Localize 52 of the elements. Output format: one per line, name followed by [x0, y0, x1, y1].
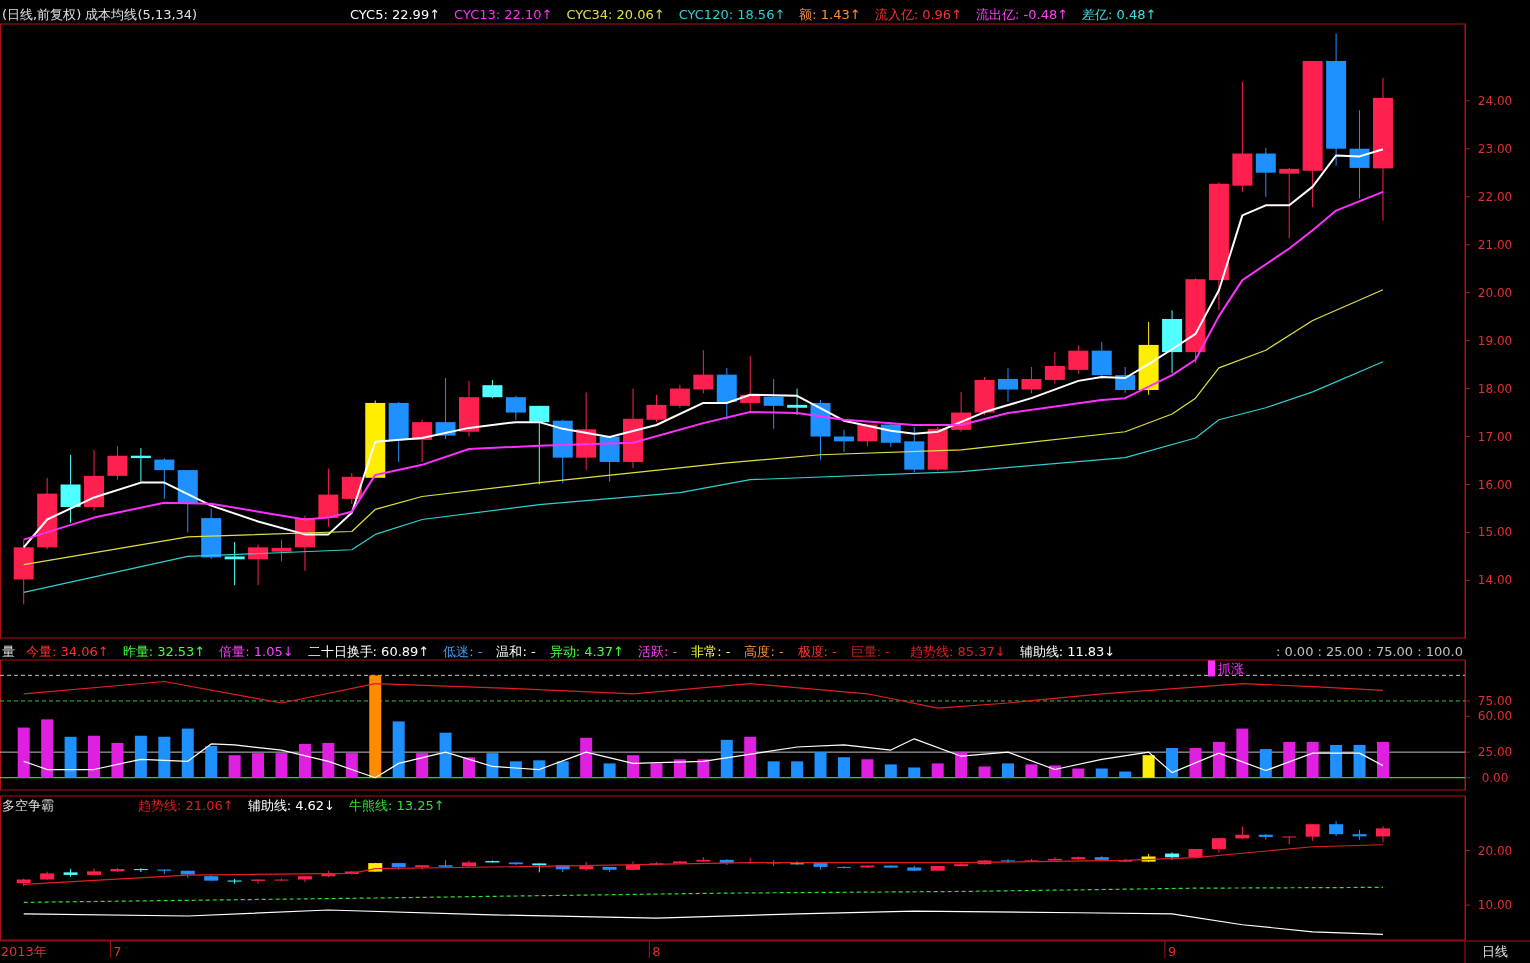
y-tick-label: 75.00 — [1477, 693, 1513, 708]
y-tick-label: 20.00 — [1477, 285, 1513, 300]
text: 温和: - — [496, 644, 536, 659]
text: 辅助线: 11.83↓ — [1019, 644, 1116, 659]
annotation: 抓涨 — [1218, 661, 1244, 677]
text: 低迷: - — [443, 644, 483, 659]
x-tick-label: 7 — [113, 944, 122, 959]
text: CYC34: 20.06↑ — [566, 7, 665, 22]
text: 巨量: - — [850, 644, 891, 659]
x-tick-label: 2013年 — [0, 944, 47, 959]
text: 牛熊线: 13.25↑ — [348, 798, 445, 813]
y-tick-label: 15.00 — [1477, 525, 1513, 540]
chart-title: (日线,前复权) 成本均线(5,13,34) — [2, 7, 198, 22]
chart-title: 多空争霸 — [2, 798, 54, 813]
text: 高度: - — [744, 644, 784, 659]
text: 今量: 34.06↑ — [26, 644, 109, 659]
y-tick-label: 10.00 — [1477, 898, 1513, 913]
text: 辅助线: 4.62↓ — [247, 798, 335, 813]
text: CYC13: 22.10↑ — [454, 7, 553, 22]
y-tick-label: 60.00 — [1477, 709, 1513, 724]
text: 昨量: 32.53↑ — [122, 644, 206, 659]
chart-title: 量 — [2, 644, 15, 659]
text: 额: 1.43↑ — [799, 7, 861, 22]
y-tick-label: 24.00 — [1477, 93, 1513, 108]
text: 流入亿: 0.96↑ — [874, 7, 963, 22]
text: 极度: - — [796, 644, 838, 659]
text: CYC5: 22.99↑ — [350, 7, 441, 22]
y-tick-label: 17.00 — [1477, 429, 1513, 444]
y-tick-label: 25.00 — [1477, 745, 1513, 760]
text: 流出亿: -0.48↑ — [976, 7, 1069, 22]
x-tick-label: 8 — [652, 944, 661, 959]
y-tick-label: 20.00 — [1477, 843, 1513, 858]
chart-subtitle: : 0.00 : 25.00 : 75.00 : 100.0 — [1275, 644, 1463, 659]
text: 异动: 4.37↑ — [549, 644, 624, 659]
text: 差亿: 0.48↑ — [1082, 7, 1157, 22]
y-tick-label: 18.00 — [1477, 381, 1513, 396]
y-tick-label: 14.00 — [1477, 573, 1513, 588]
text: 非常: - — [691, 644, 731, 659]
y-tick-label: 19.00 — [1477, 333, 1513, 348]
y-tick-label: 21.00 — [1477, 237, 1513, 252]
x-tick-label: 9 — [1167, 944, 1177, 959]
text: 日线 — [1482, 944, 1508, 959]
text: 活跃: - — [638, 644, 678, 659]
text: 二十日换手: 60.89↑ — [307, 644, 430, 659]
y-tick-label: 16.00 — [1477, 477, 1513, 492]
text: CYC120: 18.56↑ — [678, 7, 786, 22]
y-tick-label: 0.00 — [1481, 770, 1509, 785]
text: 倍量: 1.05↓ — [219, 644, 294, 659]
y-tick-label: 22.00 — [1477, 189, 1513, 204]
y-tick-label: 23.00 — [1477, 141, 1513, 156]
text: 趋势线: 21.06↑ — [138, 798, 234, 813]
text: 趋势线: 85.37↓ — [910, 644, 1006, 659]
